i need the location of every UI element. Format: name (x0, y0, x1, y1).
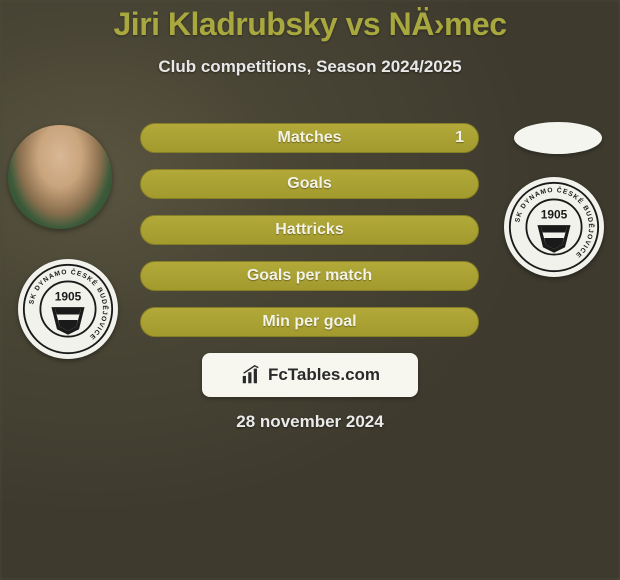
branding-badge: FcTables.com (202, 353, 418, 397)
stats-bars: Matches 1 Goals Hattricks Goals per matc… (140, 123, 479, 353)
branding-text: FcTables.com (268, 365, 380, 385)
club-badge-right: SK DYNAMO ČESKÉ BUDĚJOVICE 1905 (504, 177, 604, 277)
subtitle: Club competitions, Season 2024/2025 (0, 57, 620, 77)
stat-bar-hattricks: Hattricks (140, 215, 479, 245)
club-badge-left: SK DYNAMO ČESKÉ BUDĚJOVICE 1905 (18, 259, 118, 359)
page-title: Jiri Kladrubsky vs NÄ›mec (0, 0, 620, 43)
stat-value-right: 1 (455, 129, 464, 147)
stat-label: Min per goal (262, 313, 356, 331)
player-right-avatar (514, 122, 602, 154)
stat-bar-min-per-goal: Min per goal (140, 307, 479, 337)
date-label: 28 november 2024 (236, 412, 383, 432)
stat-label: Matches (277, 129, 341, 147)
stat-label: Goals per match (247, 267, 372, 285)
stat-bar-matches: Matches 1 (140, 123, 479, 153)
player-left-avatar (8, 125, 112, 229)
stat-bar-goals-per-match: Goals per match (140, 261, 479, 291)
stat-label: Goals (287, 175, 331, 193)
stat-label: Hattricks (275, 221, 343, 239)
stat-bar-goals: Goals (140, 169, 479, 199)
chart-icon (240, 364, 262, 386)
club-year: 1905 (55, 290, 82, 304)
club-year: 1905 (541, 208, 568, 222)
